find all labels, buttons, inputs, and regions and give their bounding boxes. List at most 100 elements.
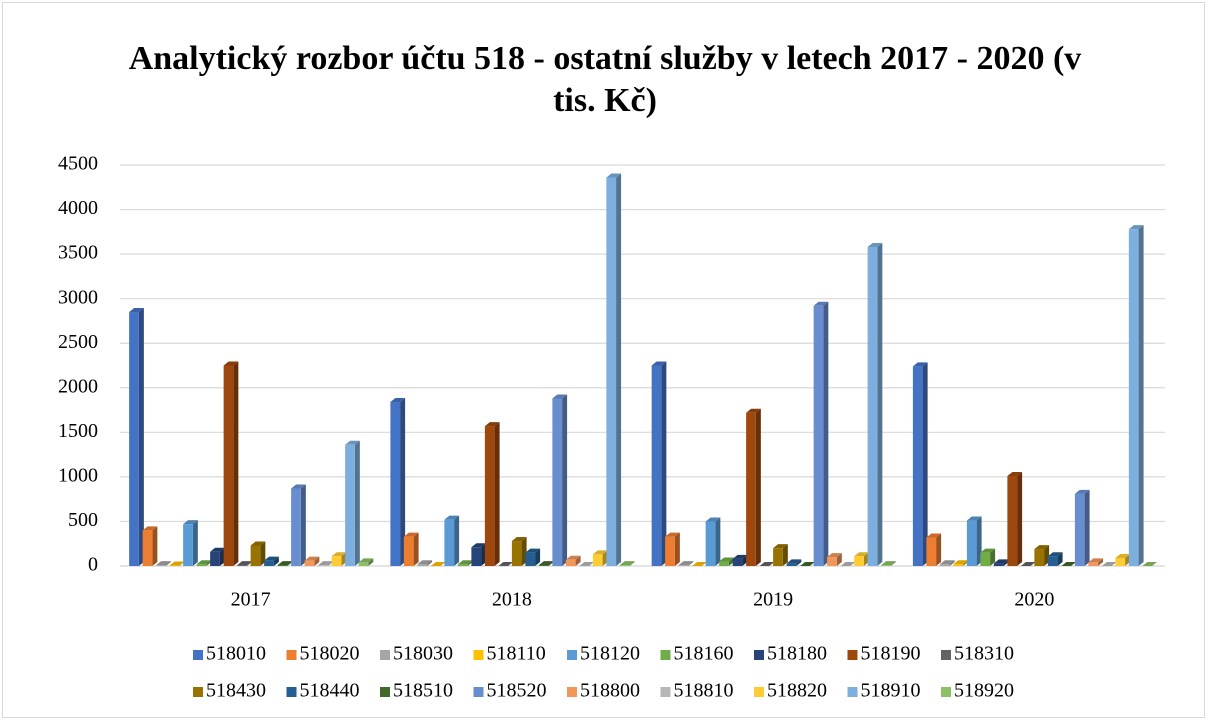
bar (444, 519, 455, 566)
bar-side (936, 533, 942, 566)
bar-side (341, 552, 347, 566)
legend-swatch (193, 650, 203, 660)
bar (606, 177, 617, 566)
bar-top (1061, 562, 1077, 566)
bar-top (1034, 545, 1050, 550)
bar-side (260, 541, 266, 566)
bar (484, 426, 495, 566)
bar-side (823, 301, 829, 566)
bar (250, 545, 261, 566)
bar-top (1101, 562, 1117, 566)
bar-side (481, 543, 487, 566)
bar-top (417, 560, 433, 565)
y-tick-label: 2500 (58, 331, 98, 353)
x-tick-label: 2020 (1014, 589, 1054, 611)
bar-top (169, 561, 185, 566)
bar-side (454, 515, 460, 566)
bar-top (746, 408, 761, 413)
bar-side (413, 532, 419, 566)
x-tick-label: 2019 (753, 589, 793, 611)
bar-side (602, 550, 608, 566)
bar (1034, 549, 1045, 566)
legend-label: 518120 (580, 643, 640, 665)
bar-side (715, 517, 721, 566)
bar (471, 547, 482, 566)
bar-side (1044, 545, 1050, 566)
bar-side (674, 532, 680, 566)
bar-top (511, 537, 527, 542)
bar-top (237, 561, 252, 566)
chart-title: Analytický rozbor účtu 518 - ostatní slu… (128, 40, 1082, 119)
legend-swatch (193, 687, 203, 697)
bar-top (331, 552, 347, 557)
bar-side (616, 173, 622, 566)
bar-top (484, 422, 500, 427)
bar (980, 552, 991, 566)
bar-side (1057, 552, 1063, 566)
bar-side (273, 556, 279, 566)
bar-top (210, 547, 225, 552)
bar-top (719, 557, 734, 562)
bar-side (688, 561, 694, 566)
y-tick-label: 4500 (58, 153, 98, 175)
bar (827, 557, 837, 566)
legend-label: 518160 (674, 643, 734, 665)
bar (619, 565, 630, 566)
bar-top (142, 526, 158, 531)
bar (318, 565, 328, 566)
legend-swatch (380, 650, 390, 660)
legend-label: 518180 (767, 643, 827, 665)
bar-side (922, 362, 928, 566)
legend-swatch (286, 650, 297, 660)
bar (525, 552, 536, 566)
legend-label: 518810 (674, 680, 734, 702)
bar-top (129, 308, 144, 313)
bar-top (1007, 471, 1023, 476)
x-tick-label: 2018 (492, 589, 532, 611)
legend-label: 518510 (393, 680, 453, 702)
bar-side (246, 561, 252, 566)
bar (552, 398, 563, 566)
bar (953, 564, 964, 566)
bar-side (890, 561, 896, 566)
bar (1047, 556, 1058, 566)
bar-top (953, 560, 969, 565)
bar (1007, 475, 1018, 566)
y-tick-label: 1000 (58, 464, 98, 486)
bar-top (1088, 558, 1104, 563)
bar-side (327, 561, 333, 566)
y-tick-label: 0 (88, 554, 98, 576)
bar-side (1125, 553, 1131, 566)
legend-label: 518440 (300, 680, 360, 702)
legend-label: 518520 (487, 680, 547, 702)
bar-top (759, 562, 775, 566)
bar-side (138, 308, 144, 566)
bar (1115, 557, 1126, 566)
bar-top (264, 556, 279, 561)
y-tick-label: 4000 (58, 197, 98, 219)
bar (264, 560, 274, 566)
bar-top (993, 559, 1009, 564)
legend-label: 518910 (861, 680, 921, 702)
legend-swatch (380, 687, 390, 697)
bar-side (368, 558, 374, 566)
bar (390, 402, 401, 566)
y-tick-label: 3500 (58, 242, 98, 264)
bar-top (912, 362, 928, 367)
bar-side (629, 561, 635, 566)
y-tick-label: 500 (68, 509, 98, 531)
bar (156, 565, 166, 566)
legend-label: 518310 (954, 643, 1014, 665)
bar-top (291, 484, 306, 489)
bar (912, 366, 923, 566)
bar-top (606, 173, 622, 178)
bar-top (732, 554, 748, 559)
bar (223, 365, 234, 566)
bar (345, 444, 355, 566)
bar-top (358, 558, 374, 563)
bar (854, 556, 864, 566)
y-tick-label: 1500 (58, 420, 98, 442)
bar-side (562, 394, 568, 566)
bar-top (867, 242, 883, 247)
